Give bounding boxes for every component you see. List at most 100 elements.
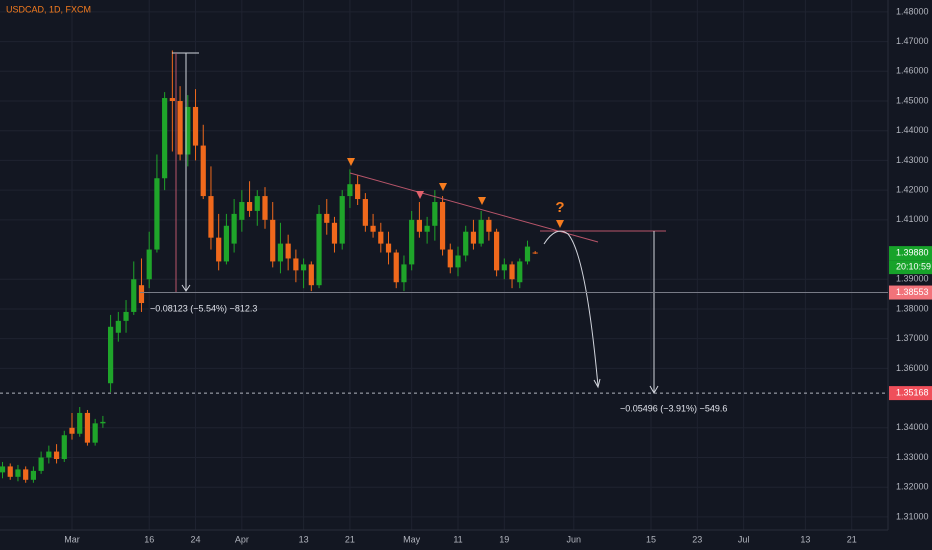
x-tick-label: 13 — [299, 534, 309, 544]
x-tick-label: Jul — [738, 534, 750, 544]
triangle-marker — [416, 191, 424, 199]
axes: 1.31000 1.32000 1.33000 1.34000 1.36000 1.370… — [0, 6, 932, 544]
candle-body — [463, 231, 469, 256]
candle-body — [532, 252, 538, 254]
x-tick-label: May — [403, 534, 421, 544]
y-tick-label: 1.37000 — [896, 333, 929, 343]
candle-body — [61, 435, 67, 459]
candle-body — [324, 213, 330, 223]
candle-body — [447, 249, 453, 268]
candle-body — [69, 427, 75, 434]
candle-body — [108, 326, 114, 384]
candle-body — [293, 258, 299, 271]
candle-body — [393, 252, 399, 283]
candle-body — [223, 225, 229, 262]
candle-body — [270, 219, 276, 262]
x-tick-label: 16 — [144, 534, 154, 544]
y-tick-label: 1.32000 — [896, 482, 929, 492]
candle-body — [517, 261, 523, 283]
candle-body — [339, 196, 345, 244]
candle-body — [154, 178, 160, 250]
candle-body — [416, 219, 422, 232]
price-label-bg — [889, 386, 932, 401]
y-tick-label: 1.44000 — [896, 125, 929, 135]
markers — [347, 158, 564, 228]
candle-body — [162, 98, 168, 179]
y-tick-label: 1.45000 — [896, 95, 929, 105]
x-tick-label: 19 — [499, 534, 509, 544]
x-tick-label: 23 — [692, 534, 702, 544]
drawings — [172, 52, 666, 395]
candle-body — [216, 237, 222, 262]
candle-body — [401, 264, 407, 283]
y-tick-label: 1.41000 — [896, 214, 929, 224]
candle-body — [285, 243, 291, 259]
x-tick-label: Jun — [567, 534, 582, 544]
candle-body — [385, 243, 392, 253]
y-tick-label: 1.39000 — [896, 274, 929, 284]
price-label-bg — [889, 285, 932, 300]
y-tick-label: 1.33000 — [896, 452, 929, 462]
candle-body — [524, 246, 531, 262]
y-tick-label: 1.47000 — [896, 36, 929, 46]
countdown-bg — [889, 260, 932, 275]
triangle-marker — [556, 220, 564, 228]
candle-body — [100, 421, 106, 424]
candle-body — [84, 412, 91, 443]
candle-body — [185, 106, 191, 155]
candle-body — [177, 101, 183, 155]
candle-body — [262, 196, 268, 220]
candle-body — [0, 466, 6, 473]
candle-body — [277, 243, 284, 262]
candle-body — [138, 285, 145, 304]
candle-body — [509, 264, 515, 280]
candles — [0, 50, 538, 483]
x-tick-label: 13 — [800, 534, 810, 544]
y-tick-label: 1.38000 — [896, 303, 929, 313]
candle-body — [331, 222, 338, 244]
candle-body — [46, 451, 52, 458]
arrow-head — [593, 378, 601, 389]
countdown: 20:10:59 — [896, 261, 931, 271]
candle-body — [486, 219, 492, 232]
candle-body — [246, 202, 253, 211]
price-label-bg — [889, 246, 932, 261]
candle-body — [347, 184, 353, 197]
candle-body — [362, 199, 368, 226]
candle-body — [200, 145, 206, 197]
candle-body — [123, 311, 129, 321]
x-tick-label: Apr — [235, 534, 249, 544]
y-tick-label: 1.46000 — [896, 66, 929, 76]
candle-body — [146, 249, 152, 280]
candle-body — [455, 255, 461, 268]
x-tick-label: 21 — [345, 534, 355, 544]
candle-body — [301, 264, 307, 271]
measure-label: −0.05496 (−3.91%) −549.6 — [620, 403, 727, 413]
candle-body — [378, 231, 384, 244]
candle-body — [7, 466, 13, 477]
candle-body — [501, 264, 507, 271]
symbol-title: USDCAD, 1D, FXCM — [6, 4, 91, 14]
candle-body — [308, 264, 314, 286]
candle-body — [470, 231, 477, 244]
candle-body — [169, 98, 175, 102]
candle-body — [370, 225, 376, 232]
candle-body — [77, 412, 83, 434]
x-tick-label: 24 — [191, 534, 201, 544]
candle-body — [115, 320, 121, 333]
triangle-marker — [478, 197, 486, 205]
triangle-marker — [347, 158, 355, 166]
candle-body — [38, 457, 44, 471]
price-label: 1.38553 — [896, 287, 929, 297]
projection-curve — [543, 230, 599, 387]
candle-body — [432, 202, 438, 226]
candle-body — [192, 106, 199, 146]
candle-body — [92, 423, 98, 443]
candle-body — [439, 202, 446, 250]
y-tick-label: 1.43000 — [896, 155, 929, 165]
candle-body — [30, 470, 36, 480]
x-tick-label: Mar — [64, 534, 80, 544]
candle-body — [355, 184, 361, 200]
